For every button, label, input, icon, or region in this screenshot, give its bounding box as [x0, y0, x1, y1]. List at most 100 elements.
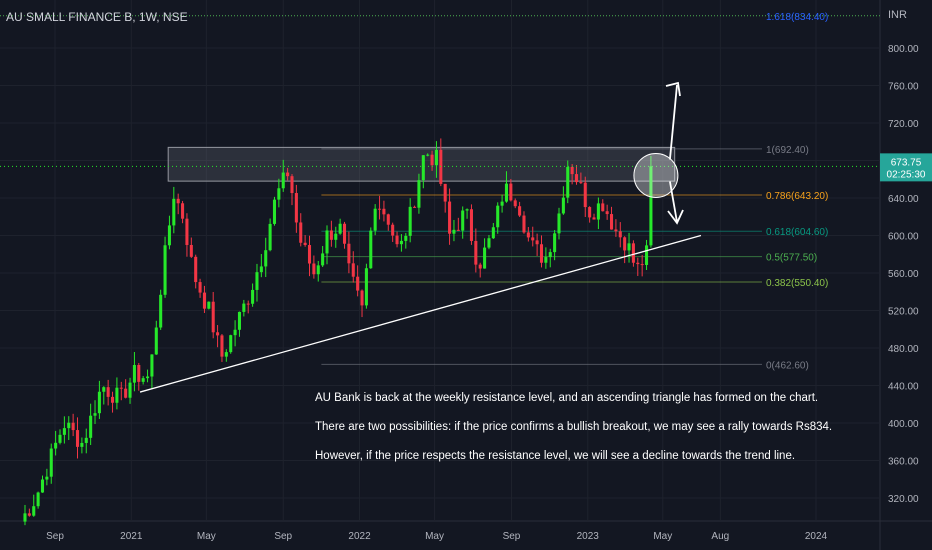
candle-body	[351, 263, 355, 277]
candle-body	[294, 193, 298, 223]
candle-body	[583, 182, 587, 208]
candle-body	[62, 428, 66, 435]
candle-body	[496, 205, 500, 228]
candle-body	[97, 391, 101, 414]
candle-body	[80, 442, 84, 447]
time-tick-label: Sep	[503, 531, 521, 542]
candle-body	[23, 513, 27, 522]
time-tick-label: May	[653, 531, 672, 542]
candle-body	[45, 476, 49, 480]
candle-body	[49, 448, 53, 477]
candle-body	[110, 396, 115, 403]
candle-body	[277, 188, 281, 200]
candle-body	[40, 479, 45, 493]
candle-body	[426, 154, 430, 156]
candle-body	[404, 235, 408, 241]
price-axis-panel	[880, 0, 932, 550]
price-tick-label: 440.00	[888, 382, 919, 393]
candle-body	[539, 244, 544, 263]
candle-body	[601, 203, 605, 212]
fib-level-label: 0.382(550.40)	[766, 278, 828, 289]
candle-body	[75, 430, 80, 447]
candle-body	[264, 250, 268, 267]
candle-body	[408, 206, 412, 236]
candle-body	[159, 294, 163, 328]
candle-body	[224, 352, 228, 357]
candle-body	[649, 166, 653, 246]
candle-body	[513, 200, 517, 207]
candle-body	[347, 243, 351, 264]
candle-body	[268, 223, 272, 251]
candle-body	[202, 292, 206, 309]
candle-body	[93, 413, 97, 416]
candle-body	[483, 247, 487, 269]
fib-level-label: 1.618(834.40)	[766, 12, 828, 23]
candle-body	[360, 290, 364, 306]
last-price-value: 673.75	[891, 157, 922, 168]
time-tick-label: 2023	[577, 531, 600, 542]
candle-body	[544, 257, 548, 263]
candle-body	[627, 243, 631, 251]
candle-body	[399, 240, 403, 245]
time-tick-label: May	[197, 531, 216, 542]
bullish-arrow-head	[665, 81, 681, 97]
candle-body	[150, 354, 154, 377]
price-tick-label: 640.00	[888, 194, 919, 205]
time-tick-label: 2024	[805, 531, 828, 542]
candle-body	[561, 197, 565, 214]
candle-body	[84, 437, 88, 443]
candle-body	[128, 382, 132, 398]
candle-body	[509, 183, 513, 201]
candle-body	[386, 214, 390, 225]
currency-label: INR	[888, 9, 907, 21]
time-tick-label: 2022	[348, 531, 371, 542]
candle-body	[526, 232, 530, 238]
fib-level-label: 0.618(604.60)	[766, 227, 828, 238]
candle-body	[146, 376, 150, 379]
candle-body	[574, 174, 579, 183]
candle-body	[474, 240, 478, 265]
candle-body	[596, 203, 600, 220]
candle-body	[531, 237, 535, 241]
price-tick-label: 560.00	[888, 269, 919, 280]
candle-body	[71, 422, 75, 431]
candle-body	[316, 265, 320, 275]
candle-body	[132, 365, 136, 383]
candle-body	[504, 183, 509, 202]
resistance-zone	[167, 146, 676, 182]
candle-body	[395, 235, 399, 245]
candle-body	[220, 335, 224, 357]
candle-body	[579, 182, 583, 184]
candle-body	[421, 155, 425, 181]
candle-body	[566, 166, 570, 198]
bearish-scenario-arrow	[669, 181, 678, 223]
fib-level-label: 1(692.40)	[766, 145, 809, 156]
candle-body	[369, 230, 373, 269]
candle-body	[189, 244, 193, 257]
candle-body	[272, 199, 277, 224]
candle-body	[106, 387, 110, 397]
candle-body	[207, 301, 211, 309]
candle-body	[592, 217, 596, 220]
candle-body	[124, 388, 128, 398]
candle-body	[176, 198, 180, 204]
candle-body	[645, 245, 649, 265]
candle-body	[456, 229, 460, 231]
candle-body	[325, 230, 329, 254]
candle-body	[623, 237, 627, 251]
candle-body	[609, 214, 614, 230]
candle-body	[518, 206, 522, 216]
candle-body	[32, 506, 36, 516]
price-tick-label: 360.00	[888, 457, 919, 468]
candle-body	[194, 256, 198, 283]
breakout-highlight-circle	[633, 153, 679, 198]
candle-body	[89, 415, 93, 438]
candle-body	[631, 243, 635, 263]
candle-body	[570, 166, 574, 175]
candle-body	[299, 222, 303, 243]
candle-body	[430, 154, 434, 166]
candle-body	[443, 183, 447, 202]
candle-body	[548, 252, 552, 258]
